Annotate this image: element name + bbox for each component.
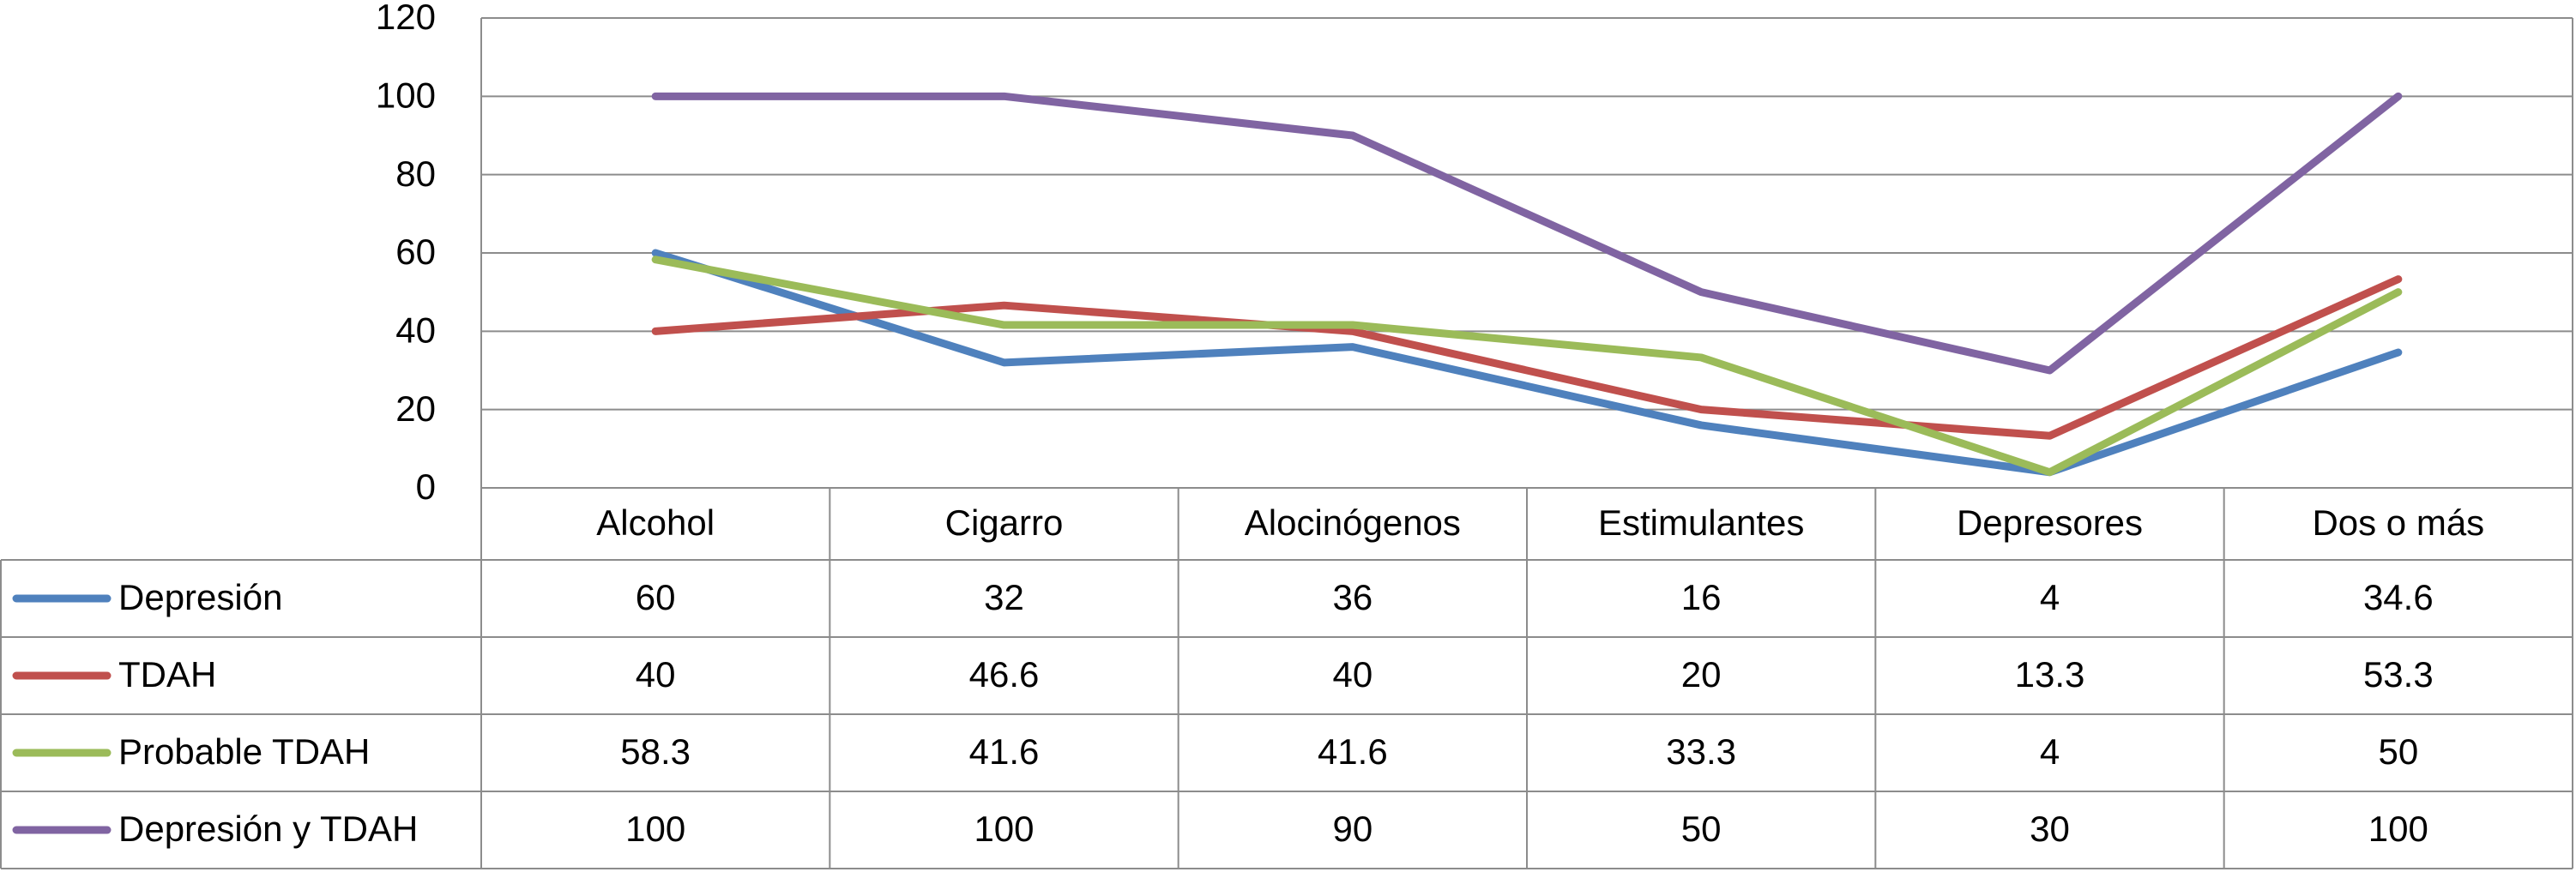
table-value: 50 (1681, 809, 1722, 849)
table-value: 41.6 (969, 731, 1040, 772)
y-tick-label: 20 (395, 388, 436, 429)
table-value: 53.3 (2363, 654, 2434, 695)
y-tick-label: 120 (376, 0, 436, 37)
legend-label: Depresión y TDAH (118, 809, 418, 849)
table-value: 13.3 (2015, 654, 2085, 695)
x-tick-label: Estimulantes (1598, 502, 1804, 543)
legend-label: Probable TDAH (118, 731, 370, 772)
y-tick-label: 40 (395, 310, 436, 350)
table-value: 20 (1681, 654, 1722, 695)
table-value: 40 (1332, 654, 1372, 695)
table-value: 4 (2040, 577, 2060, 617)
series-line (651, 92, 2403, 375)
table-value: 34.6 (2363, 577, 2434, 617)
legend-label: TDAH (118, 654, 216, 695)
table-value: 41.6 (1318, 731, 1388, 772)
x-tick-label: Cigarro (945, 502, 1064, 543)
y-tick-label: 80 (395, 153, 436, 194)
legend-label: Depresión (118, 577, 282, 617)
series-line (651, 249, 2403, 477)
series-line (651, 256, 2403, 477)
x-tick-label: Depresores (1957, 502, 2143, 543)
table-value: 16 (1681, 577, 1722, 617)
y-tick-label: 100 (376, 75, 436, 115)
y-tick-label: 60 (395, 232, 436, 272)
series-line (651, 275, 2403, 440)
table-value: 100 (2368, 809, 2428, 849)
table-value: 30 (2030, 809, 2070, 849)
table-value: 46.6 (969, 654, 1040, 695)
x-tick-label: Alcohol (596, 502, 715, 543)
table-value: 36 (1332, 577, 1372, 617)
table-value: 32 (984, 577, 1024, 617)
table-value: 33.3 (1666, 731, 1736, 772)
table-value: 90 (1332, 809, 1372, 849)
table-value: 58.3 (620, 731, 691, 772)
table-value: 50 (2378, 731, 2418, 772)
table-value: 100 (974, 809, 1034, 849)
table-value: 100 (625, 809, 685, 849)
table-value: 60 (636, 577, 676, 617)
x-tick-label: Dos o más (2312, 502, 2484, 543)
table-value: 4 (2040, 731, 2060, 772)
y-tick-label: 0 (416, 466, 436, 507)
table-value: 40 (636, 654, 676, 695)
x-tick-label: Alocinógenos (1245, 502, 1461, 543)
